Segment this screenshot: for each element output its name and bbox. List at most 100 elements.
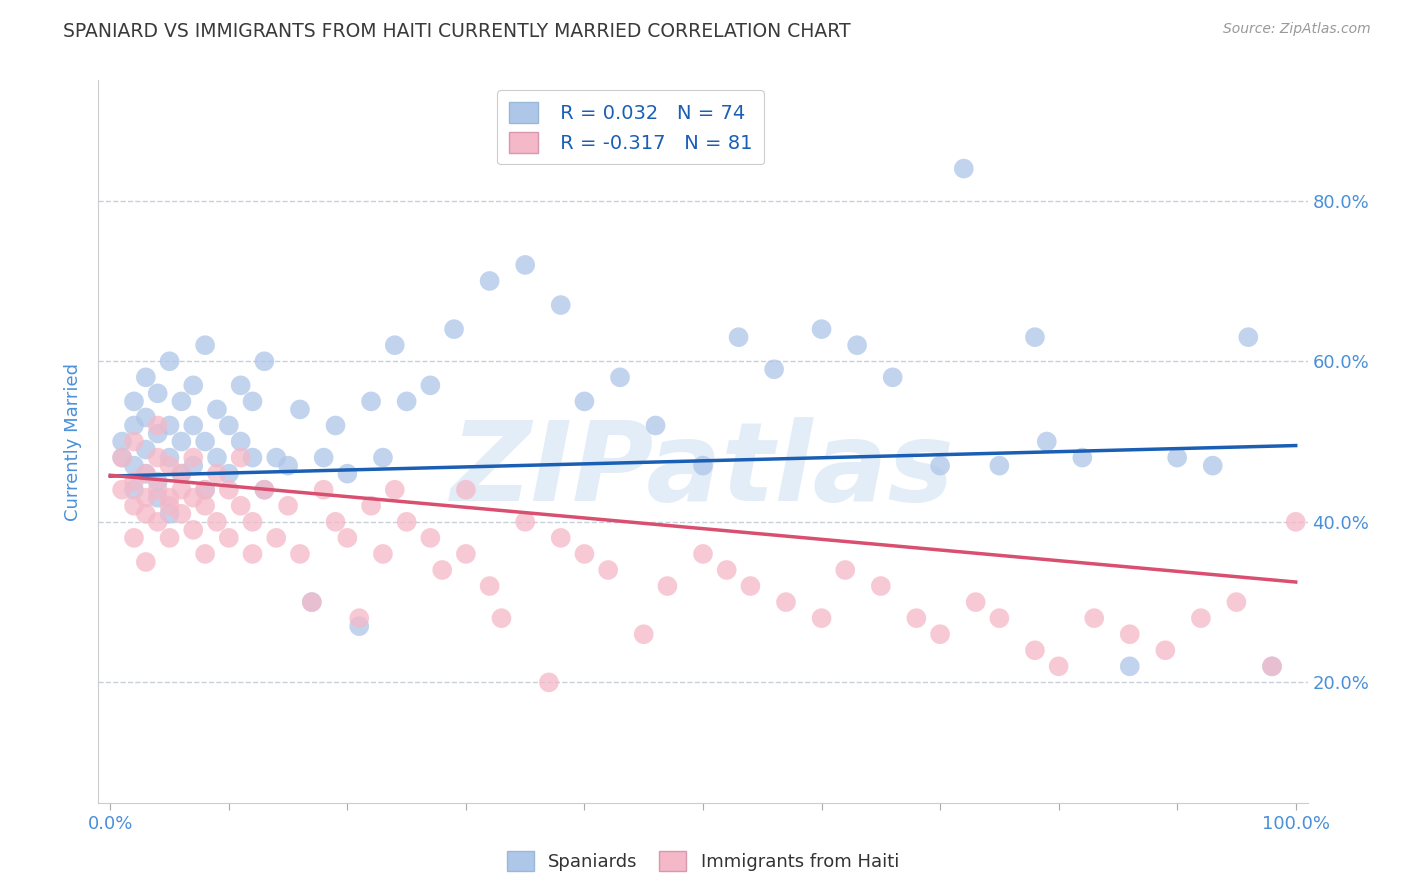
Point [384, 483, 406, 497]
Point [371, 450, 394, 465]
Point [727, 330, 749, 344]
Point [194, 547, 217, 561]
Point [419, 531, 441, 545]
Point [1261, 659, 1284, 673]
Y-axis label: Currently Married: Currently Married [65, 362, 83, 521]
Point [1024, 330, 1046, 344]
Point [810, 611, 832, 625]
Point [454, 483, 477, 497]
Point [253, 483, 276, 497]
Legend:  R = 0.032   N = 74,  R = -0.317   N = 81: R = 0.032 N = 74, R = -0.317 N = 81 [498, 90, 763, 164]
Point [205, 515, 228, 529]
Point [537, 675, 560, 690]
Point [775, 595, 797, 609]
Point [288, 402, 311, 417]
Point [312, 483, 335, 497]
Point [371, 547, 394, 561]
Point [1083, 611, 1105, 625]
Point [242, 450, 264, 465]
Point [159, 354, 181, 368]
Point [170, 483, 193, 497]
Point [1202, 458, 1225, 473]
Point [692, 458, 714, 473]
Point [194, 483, 217, 497]
Point [146, 515, 169, 529]
Point [135, 491, 157, 505]
Point [194, 338, 217, 352]
Point [277, 499, 299, 513]
Point [301, 595, 323, 609]
Point [146, 450, 169, 465]
Point [347, 611, 370, 625]
Point [135, 555, 157, 569]
Point [550, 531, 572, 545]
Point [159, 450, 181, 465]
Point [170, 394, 193, 409]
Point [419, 378, 441, 392]
Point [325, 418, 347, 433]
Point [336, 531, 359, 545]
Point [478, 274, 501, 288]
Legend: Spaniards, Immigrants from Haiti: Spaniards, Immigrants from Haiti [499, 844, 907, 879]
Point [515, 258, 537, 272]
Point [159, 418, 181, 433]
Point [869, 579, 891, 593]
Point [218, 483, 240, 497]
Point [122, 531, 145, 545]
Point [478, 579, 501, 593]
Point [347, 619, 370, 633]
Point [122, 458, 145, 473]
Point [253, 483, 276, 497]
Point [1166, 450, 1188, 465]
Point [122, 434, 145, 449]
Point [929, 627, 952, 641]
Point [360, 394, 382, 409]
Point [229, 450, 252, 465]
Point [336, 467, 359, 481]
Point [135, 410, 157, 425]
Point [170, 507, 193, 521]
Point [1189, 611, 1212, 625]
Text: SPANIARD VS IMMIGRANTS FROM HAITI CURRENTLY MARRIED CORRELATION CHART: SPANIARD VS IMMIGRANTS FROM HAITI CURREN… [63, 22, 851, 41]
Point [1024, 643, 1046, 657]
Point [1071, 450, 1094, 465]
Point [1036, 434, 1059, 449]
Point [146, 491, 169, 505]
Text: ZIPatlas: ZIPatlas [451, 417, 955, 524]
Point [111, 434, 134, 449]
Point [170, 467, 193, 481]
Point [135, 467, 157, 481]
Point [360, 499, 382, 513]
Point [122, 418, 145, 433]
Point [692, 547, 714, 561]
Point [598, 563, 620, 577]
Point [657, 579, 679, 593]
Point [716, 563, 738, 577]
Point [644, 418, 666, 433]
Point [550, 298, 572, 312]
Point [218, 531, 240, 545]
Point [264, 531, 287, 545]
Text: Source: ZipAtlas.com: Source: ZipAtlas.com [1223, 22, 1371, 37]
Point [218, 418, 240, 433]
Point [159, 491, 181, 505]
Point [988, 611, 1011, 625]
Point [882, 370, 904, 384]
Point [181, 418, 204, 433]
Point [1225, 595, 1247, 609]
Point [264, 450, 287, 465]
Point [395, 394, 418, 409]
Point [810, 322, 832, 336]
Point [905, 611, 928, 625]
Point [384, 338, 406, 352]
Point [312, 450, 335, 465]
Point [1154, 643, 1177, 657]
Point [515, 515, 537, 529]
Point [454, 547, 477, 561]
Point [111, 450, 134, 465]
Point [1261, 659, 1284, 673]
Point [135, 370, 157, 384]
Point [965, 595, 987, 609]
Point [242, 547, 264, 561]
Point [122, 483, 145, 497]
